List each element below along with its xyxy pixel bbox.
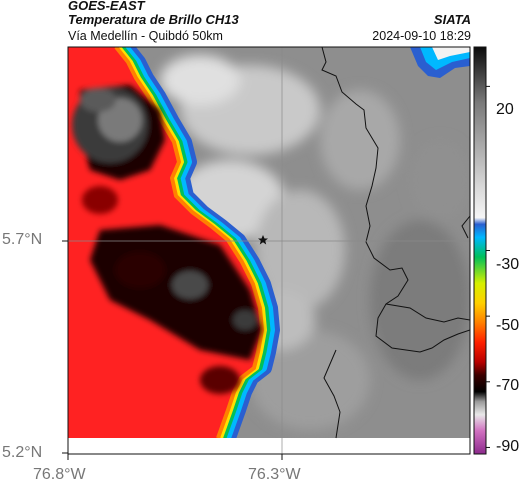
colorbar-label-3: -50 <box>496 317 520 334</box>
colorbar-label-4: -70 <box>496 377 520 394</box>
admin-border-4 <box>461 215 470 239</box>
product-name: GOES-EAST <box>68 0 145 13</box>
map-frame <box>67 46 471 455</box>
gray-texture <box>160 55 470 430</box>
datetime-label: 2024-09-10 18:29 <box>372 29 471 43</box>
cold-cores <box>72 85 262 394</box>
location-star-icon <box>258 235 268 245</box>
colorbar-label-5: -90 <box>496 438 520 455</box>
region-label: Vía Medellín - Quibdó 50km <box>68 29 223 43</box>
colorbar-label-1: 20 <box>496 101 514 118</box>
colorbar-ticks <box>486 85 490 448</box>
no-data-strip <box>68 438 470 454</box>
admin-border-3 <box>323 349 341 439</box>
admin-border <box>321 47 470 353</box>
map-title: Temperatura de Brillo CH13 <box>68 12 239 27</box>
lat-label-2: 5.2°N <box>2 444 43 461</box>
colorbar <box>473 46 487 455</box>
imagery-layer <box>68 47 470 454</box>
lon-label-2: 76.3°W <box>248 466 301 483</box>
lon-label-1: 76.8°W <box>33 466 86 483</box>
colorbar-label-2: -30 <box>496 256 520 273</box>
lat-label-1: 5.7°N <box>2 231 43 248</box>
brand-label: SIATA <box>433 12 471 27</box>
admin-border-2 <box>385 303 470 323</box>
